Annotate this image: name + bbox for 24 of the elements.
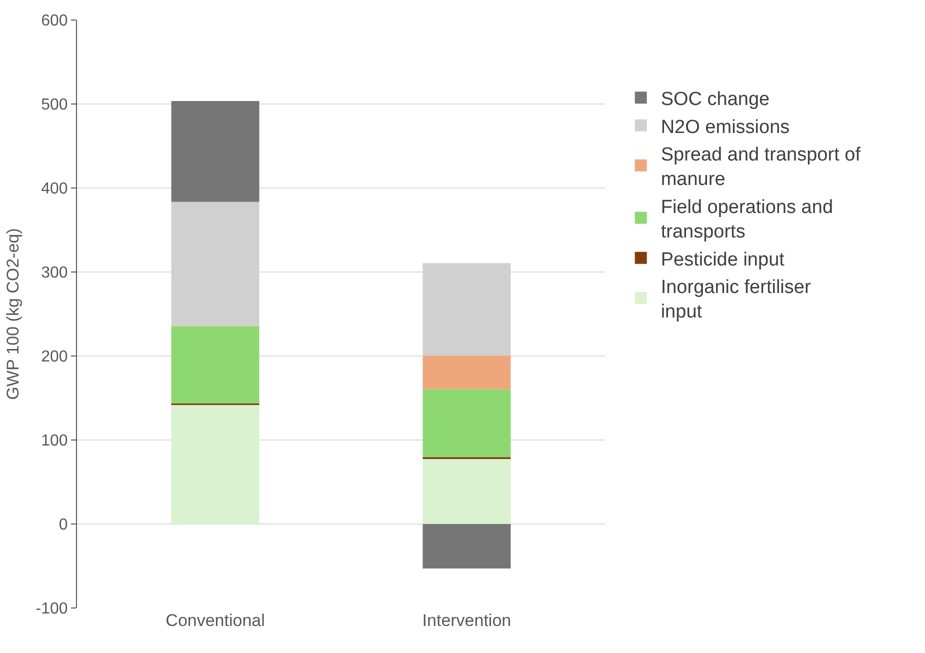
bar: [171, 404, 260, 524]
legend-label: Field operations and transports: [660, 196, 834, 243]
y-axis-title: GWP 100 (kg CO2-eq): [3, 228, 22, 400]
legend-label: Inorganic fertiliser input: [660, 276, 812, 323]
x-tick-label: Intervention: [422, 611, 512, 630]
bar: [171, 101, 260, 202]
bar: [422, 389, 511, 458]
bar: [422, 356, 511, 390]
legend-label: N2O emissions: [660, 116, 790, 138]
legend-label: Pesticide input: [660, 249, 786, 270]
y-tick-label: 100: [41, 432, 68, 450]
bar: [171, 326, 260, 404]
x-tick-label: Conventional: [166, 611, 265, 630]
y-tick-label: 400: [41, 180, 68, 198]
y-tick-label: 200: [41, 348, 68, 366]
legend-label: Spread and transport of manure: [660, 144, 862, 190]
y-tick-label: 0: [58, 516, 68, 534]
y-tick-label: 300: [41, 264, 68, 282]
bar: [422, 458, 511, 524]
legend-label: SOC change: [660, 89, 770, 110]
y-tick-label: 500: [41, 96, 68, 114]
y-tick-label: -100: [36, 600, 68, 618]
bar: [422, 524, 511, 569]
y-tick-label: 600: [41, 12, 68, 30]
